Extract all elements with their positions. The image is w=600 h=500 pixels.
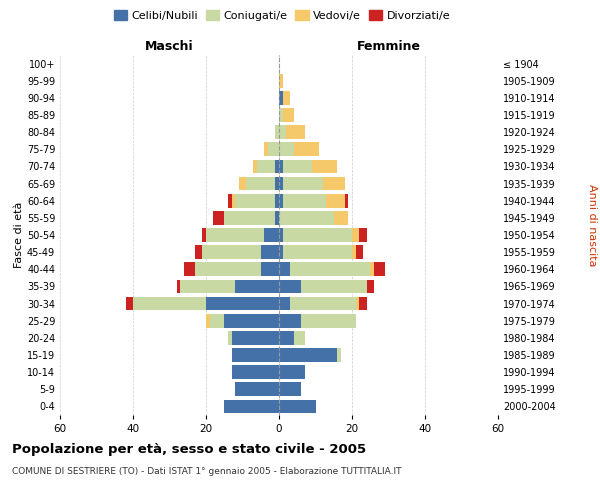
Bar	[279, 176, 283, 190]
Bar	[279, 400, 316, 413]
Bar	[261, 246, 279, 259]
Bar	[228, 194, 232, 207]
Bar	[232, 194, 235, 207]
Bar	[279, 314, 301, 328]
Bar	[202, 246, 261, 259]
Bar	[279, 194, 283, 207]
Bar	[275, 176, 279, 190]
Bar	[181, 280, 235, 293]
Bar	[235, 280, 279, 293]
Bar	[275, 160, 279, 173]
Bar	[283, 194, 326, 207]
Bar	[283, 228, 352, 242]
Bar	[283, 160, 312, 173]
Bar	[293, 331, 305, 344]
Bar	[224, 314, 279, 328]
Bar	[359, 228, 367, 242]
Bar	[286, 126, 305, 139]
Bar	[279, 382, 301, 396]
Legend: Celibi/Nubili, Coniugati/e, Vedovi/e, Divorziati/e: Celibi/Nubili, Coniugati/e, Vedovi/e, Di…	[112, 8, 452, 23]
Bar	[253, 160, 257, 173]
Bar	[206, 296, 279, 310]
Bar	[279, 108, 283, 122]
Text: Maschi: Maschi	[145, 40, 194, 54]
Bar	[268, 142, 279, 156]
Bar	[184, 262, 195, 276]
Bar	[279, 74, 283, 88]
Bar	[301, 314, 356, 328]
Bar	[195, 246, 202, 259]
Bar	[279, 296, 290, 310]
Bar	[239, 176, 246, 190]
Text: COMUNE DI SESTRIERE (TO) - Dati ISTAT 1° gennaio 2005 - Elaborazione TUTTITALIA.: COMUNE DI SESTRIERE (TO) - Dati ISTAT 1°…	[12, 468, 401, 476]
Text: Popolazione per età, sesso e stato civile - 2005: Popolazione per età, sesso e stato civil…	[12, 442, 366, 456]
Bar	[232, 366, 279, 379]
Text: Anni di nascita: Anni di nascita	[587, 184, 597, 266]
Bar	[279, 331, 293, 344]
Bar	[290, 262, 370, 276]
Bar	[344, 194, 349, 207]
Bar	[370, 262, 374, 276]
Bar	[312, 160, 337, 173]
Bar	[279, 348, 337, 362]
Bar	[214, 211, 224, 224]
Bar	[228, 331, 232, 344]
Bar	[293, 142, 319, 156]
Bar	[283, 91, 290, 104]
Bar	[352, 246, 356, 259]
Bar	[301, 280, 367, 293]
Bar	[209, 314, 224, 328]
Bar	[265, 228, 279, 242]
Bar	[261, 262, 279, 276]
Bar	[275, 211, 279, 224]
Bar	[283, 108, 293, 122]
Bar	[195, 262, 261, 276]
Bar	[283, 176, 323, 190]
Text: Femmine: Femmine	[356, 40, 421, 54]
Bar	[232, 348, 279, 362]
Bar	[126, 296, 133, 310]
Bar	[235, 382, 279, 396]
Bar	[275, 194, 279, 207]
Bar	[279, 228, 283, 242]
Bar	[367, 280, 374, 293]
Bar	[356, 296, 359, 310]
Bar	[279, 262, 290, 276]
Bar	[275, 126, 279, 139]
Bar	[206, 314, 209, 328]
Bar	[257, 160, 275, 173]
Bar	[224, 211, 275, 224]
Bar	[279, 126, 286, 139]
Bar	[202, 228, 206, 242]
Bar	[133, 296, 206, 310]
Y-axis label: Fasce di età: Fasce di età	[14, 202, 24, 268]
Bar	[279, 211, 334, 224]
Bar	[246, 176, 275, 190]
Bar	[279, 280, 301, 293]
Bar	[359, 296, 367, 310]
Bar	[279, 142, 293, 156]
Bar	[337, 348, 341, 362]
Bar	[279, 366, 305, 379]
Bar	[279, 91, 283, 104]
Bar	[265, 142, 268, 156]
Bar	[279, 160, 283, 173]
Bar	[232, 331, 279, 344]
Bar	[352, 228, 359, 242]
Bar	[283, 246, 352, 259]
Bar	[224, 400, 279, 413]
Bar	[279, 246, 283, 259]
Bar	[177, 280, 181, 293]
Bar	[326, 194, 344, 207]
Bar	[334, 211, 349, 224]
Bar	[290, 296, 356, 310]
Bar	[235, 194, 275, 207]
Bar	[356, 246, 363, 259]
Bar	[374, 262, 385, 276]
Bar	[206, 228, 265, 242]
Bar	[323, 176, 344, 190]
